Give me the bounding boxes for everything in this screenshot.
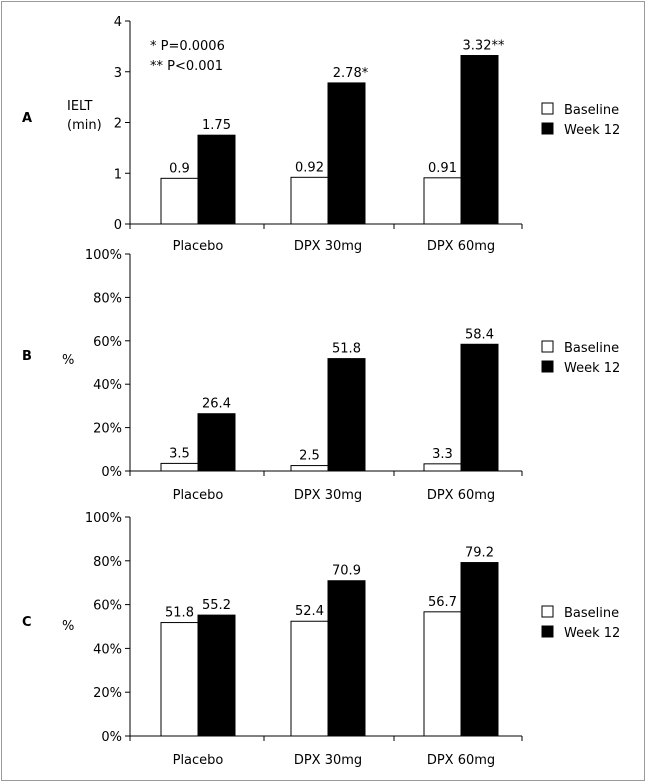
data-label: 3.5 <box>169 446 190 461</box>
legend-label: Baseline <box>564 341 619 356</box>
data-label: 51.8 <box>332 342 361 357</box>
panel-letter: A <box>22 111 32 126</box>
y-tick-label: 100% <box>85 248 122 263</box>
data-label: 3.32** <box>463 39 505 54</box>
y-tick-label: 20% <box>93 686 122 701</box>
legend-swatch <box>541 340 554 353</box>
y-axis-label: (min) <box>67 118 102 133</box>
legend-label: Week 12 <box>564 626 620 641</box>
legend-swatch <box>541 122 554 135</box>
data-label: 51.8 <box>165 606 194 621</box>
bar-week12 <box>197 413 236 472</box>
y-axis-label: % <box>62 353 74 368</box>
y-tick-label: 4 <box>114 15 122 30</box>
data-label: 58.4 <box>465 327 494 342</box>
bar-baseline <box>160 622 199 737</box>
bar-week12 <box>460 562 499 737</box>
data-label: 79.2 <box>465 546 494 561</box>
legend-swatch <box>541 625 554 638</box>
panel-letter: B <box>22 349 32 364</box>
y-tick-label: 0% <box>101 730 122 745</box>
data-label: 2.5 <box>299 449 320 464</box>
y-tick-label: 0 <box>114 218 122 233</box>
bar-baseline <box>290 176 329 225</box>
y-tick-label: 60% <box>93 335 122 350</box>
data-label: 3.3 <box>432 447 453 462</box>
panel-letter: C <box>22 615 32 630</box>
x-category-label: Placebo <box>173 488 224 503</box>
bar-baseline <box>423 611 462 737</box>
y-tick-label: 2 <box>114 117 122 132</box>
bar-week12 <box>460 343 499 472</box>
x-category-label: DPX 30mg <box>294 753 362 768</box>
legend-label: Week 12 <box>564 123 620 138</box>
x-category-label: DPX 30mg <box>294 239 362 254</box>
y-tick-label: 20% <box>93 422 122 437</box>
x-category-label: DPX 60mg <box>427 488 495 503</box>
legend-label: Week 12 <box>564 361 620 376</box>
bar-week12 <box>327 358 366 472</box>
bar-baseline <box>290 465 329 472</box>
bar-baseline <box>290 620 329 737</box>
legend-label: Baseline <box>564 103 619 118</box>
data-label: 1.75 <box>202 118 231 133</box>
y-tick-label: 100% <box>85 511 122 526</box>
data-label: 52.4 <box>295 604 324 619</box>
y-tick-label: 40% <box>93 642 122 657</box>
bar-week12 <box>460 55 499 225</box>
y-tick-label: 1 <box>114 167 122 182</box>
y-tick-label: 60% <box>93 599 122 614</box>
bar-baseline <box>423 463 462 472</box>
y-axis-label: IELT <box>67 99 93 114</box>
legend-swatch <box>541 102 554 115</box>
data-label: 2.78* <box>333 66 369 81</box>
significance-note: * P=0.0006 <box>150 39 225 54</box>
x-category-label: DPX 60mg <box>427 239 495 254</box>
x-category-label: DPX 30mg <box>294 488 362 503</box>
bar-week12 <box>327 82 366 225</box>
data-label: 0.91 <box>428 161 457 176</box>
x-category-label: DPX 60mg <box>427 753 495 768</box>
x-category-label: Placebo <box>173 753 224 768</box>
bar-week12 <box>327 580 366 737</box>
y-tick-label: 0% <box>101 465 122 480</box>
data-label: 0.92 <box>295 160 324 175</box>
bar-week12 <box>197 134 236 225</box>
data-label: 56.7 <box>428 595 457 610</box>
legend-swatch <box>541 605 554 618</box>
data-label: 26.4 <box>202 397 231 412</box>
y-tick-label: 80% <box>93 291 122 306</box>
y-tick-label: 80% <box>93 555 122 570</box>
bar-baseline <box>160 177 199 225</box>
y-axis-label: % <box>62 619 74 634</box>
data-label: 0.9 <box>169 161 190 176</box>
bar-baseline <box>423 177 462 225</box>
y-tick-label: 40% <box>93 378 122 393</box>
legend-swatch <box>541 360 554 373</box>
bar-baseline <box>160 462 199 472</box>
x-category-label: Placebo <box>173 239 224 254</box>
data-label: 70.9 <box>332 564 361 579</box>
legend-label: Baseline <box>564 606 619 621</box>
significance-note: ** P<0.001 <box>150 59 223 74</box>
data-label: 55.2 <box>202 598 231 613</box>
bar-week12 <box>197 614 236 737</box>
y-tick-label: 3 <box>114 66 122 81</box>
